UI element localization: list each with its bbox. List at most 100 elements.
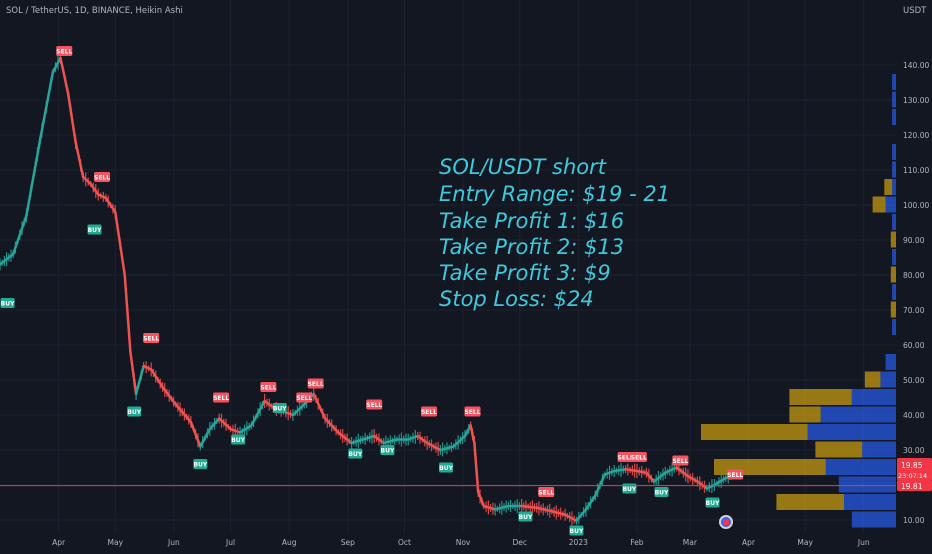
- volume-profile-bar-up: [892, 319, 896, 335]
- volume-profile-bar-up: [807, 424, 896, 440]
- sell-signal: SELL: [296, 392, 313, 403]
- buy-signal: BUY: [380, 445, 395, 455]
- volume-profile-bar-up: [851, 511, 896, 528]
- currency-label: USDT: [903, 6, 927, 16]
- sell-signal: SELL: [538, 487, 554, 497]
- volume-profile-bar-down: [789, 389, 852, 405]
- y-tick-label: 100.00: [903, 201, 929, 210]
- signal-badge: [0, 298, 15, 308]
- x-tick-label: Apr: [742, 538, 756, 547]
- note-line: Take Profit 2: $13: [439, 235, 624, 259]
- price-segment: [89, 182, 100, 196]
- buy-signal: BUY: [87, 224, 102, 235]
- last-price-tag: 19.85 23:07:14 19.81: [897, 458, 932, 491]
- signal-label: BUY: [348, 451, 362, 458]
- price-segment: [97, 193, 108, 200]
- volume-profile-bar-up: [892, 284, 896, 300]
- buy-signal: BUY: [193, 459, 208, 469]
- x-tick-label: Oct: [398, 538, 411, 547]
- x-tick-label: May: [108, 538, 124, 547]
- signal-label: BUY: [706, 500, 720, 507]
- signal-badge: [87, 224, 102, 235]
- volume-profile-bar-up: [844, 494, 896, 510]
- signal-badge: [272, 403, 287, 413]
- volume-profile-bar-down: [701, 424, 808, 440]
- volume-profile-bar-up: [892, 161, 896, 178]
- signal-label: BUY: [1, 301, 15, 308]
- countdown-label: 23:07:14: [898, 472, 927, 480]
- signal-label: SELL: [618, 455, 634, 462]
- volume-profile-bar-down: [815, 441, 863, 458]
- trade-note: SOL/USDT short Entry Range: $19 - 21 Tak…: [439, 155, 670, 311]
- signal-label: SELL: [213, 395, 229, 402]
- signal-label: SELL: [421, 409, 437, 416]
- x-tick-label: Jun: [857, 538, 870, 547]
- y-tick-label: 90.00: [903, 236, 925, 245]
- signal-badge: [705, 497, 720, 508]
- sell-signal: SELL: [307, 378, 324, 389]
- buy-signal: BUY: [272, 403, 287, 413]
- y-tick-label: 70.00: [903, 306, 925, 315]
- buy-signal: BUY: [0, 298, 15, 308]
- signal-label: BUY: [127, 409, 141, 416]
- volume-profile-bar-up: [885, 354, 896, 370]
- y-tick-label: 30.00: [903, 446, 925, 455]
- note-line: Take Profit 3: $9: [439, 261, 611, 285]
- volume-profile: [701, 74, 896, 528]
- signal-label: BUY: [570, 528, 584, 535]
- price-segment: [476, 490, 486, 508]
- signal-label: SELL: [464, 409, 480, 416]
- sell-signal: SELL: [631, 452, 647, 462]
- signal-badges: SELL BUY SELL BUY SELL BUY BUY SELL BUY SELL BUY SE…: [0, 46, 743, 536]
- y-tick-label: 10.00: [903, 516, 925, 525]
- volume-profile-bar-down: [884, 179, 893, 195]
- signal-badge: [213, 392, 230, 403]
- signal-badge: [421, 406, 438, 417]
- y-tick-label: 130.00: [903, 96, 929, 105]
- sell-signal: SELL: [366, 399, 383, 410]
- y-tick-label: 80.00: [903, 271, 925, 280]
- signal-badge: [569, 525, 584, 536]
- time-axis[interactable]: Apr May Jun Jul Aug Sep Oct Nov Dec 2023 Feb Mar Apr…: [52, 538, 870, 547]
- tradingview-logo-icon: [719, 515, 733, 529]
- signal-label: SELL: [727, 472, 743, 479]
- signal-badge: [617, 452, 634, 462]
- price-segment: [74, 140, 85, 179]
- buy-signal: BUY: [518, 511, 533, 522]
- signal-badge: [464, 406, 481, 417]
- signal-badge: [193, 459, 208, 469]
- sell-signal: SELL: [618, 452, 634, 462]
- signal-badge: [307, 378, 324, 389]
- buy-signal: BUY: [654, 487, 669, 497]
- signal-badge: [366, 399, 383, 410]
- volume-profile-bar-up: [885, 196, 896, 213]
- volume-profile-bar-down: [776, 494, 844, 510]
- y-tick-label: 40.00: [903, 411, 925, 420]
- x-tick-label: Jul: [225, 538, 235, 547]
- x-tick-label: Sep: [341, 538, 355, 547]
- signal-badge: [260, 382, 277, 392]
- signal-label: SELL: [538, 490, 554, 497]
- sell-signal: SELL: [672, 455, 689, 466]
- signal-badge: [538, 487, 555, 497]
- price-segment: [463, 424, 472, 438]
- price-segment: [66, 91, 77, 144]
- y-tick-label: 140.00: [903, 61, 929, 70]
- price-segment: [645, 471, 656, 483]
- volume-profile-bar-down: [872, 196, 886, 213]
- signal-label: BUY: [519, 514, 533, 521]
- volume-profile-bar-up: [892, 91, 896, 108]
- buy-signal: BUY: [705, 497, 720, 508]
- signal-label: SELL: [672, 458, 688, 465]
- signal-badge: [127, 406, 142, 417]
- x-tick-label: Dec: [512, 538, 527, 547]
- price-segment: [81, 175, 92, 186]
- buy-signal: BUY: [127, 406, 142, 417]
- signal-badge: [654, 487, 669, 497]
- x-tick-label: Mar: [683, 538, 698, 547]
- signal-badge: [296, 392, 313, 403]
- x-tick-label: 2023: [569, 538, 588, 547]
- price-segment: [59, 56, 70, 95]
- signal-label: SELL: [296, 395, 312, 402]
